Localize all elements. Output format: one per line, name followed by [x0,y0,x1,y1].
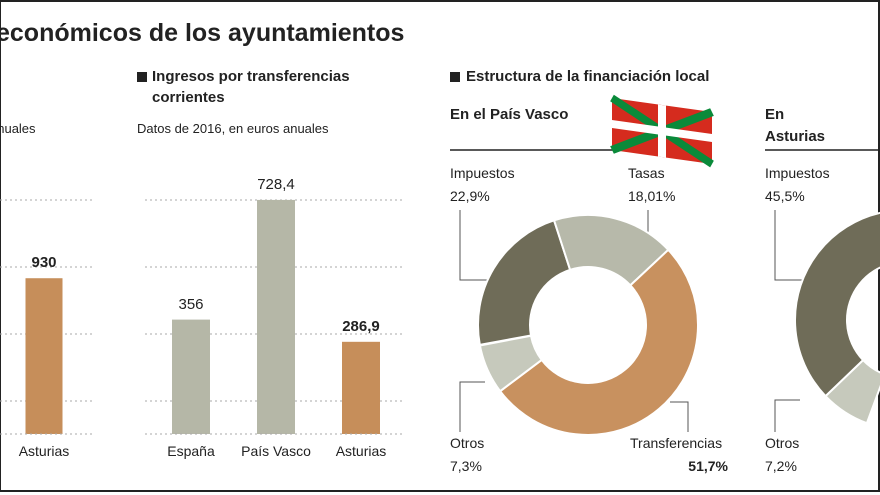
value-label: 286,9 [342,317,380,335]
bar [172,319,210,434]
segment-label: Otros [765,435,800,451]
segment-value: 7,3% [450,458,482,474]
donut-segment [498,248,699,436]
value-label: 356 [178,295,204,313]
bullet [450,72,460,82]
chart-title: Estructura de la financiación local [466,68,710,85]
value-label: 930 [31,254,57,272]
segment-label: Impuestos [765,165,830,181]
segment-value: 7,2% [765,458,797,474]
chart-subtitle: En Asturias [765,106,826,145]
segment-label: Tasas [628,165,665,181]
chart-title: Ingresos por transferencias corrientes [152,68,350,106]
donut-segment [824,358,880,425]
segment-value: 22,9% [450,188,490,204]
bar [25,278,63,434]
donut-segment [478,334,544,393]
segment-label: Impuestos [450,165,515,181]
chart-subtitle: En el País Vasco [450,106,569,123]
segment-value: 45,5% [765,188,805,204]
flag [610,94,714,168]
segment-value: 18,01% [628,188,676,204]
chart-note: anuales [0,121,36,136]
segment-label: Otros [450,435,485,451]
bullet [137,72,147,82]
donut-segment [794,211,880,398]
bar [342,341,380,434]
page-title: económicos de los ayuntamientos [0,19,405,47]
segment-label: Transferencias [630,435,723,451]
donut-segment [477,219,572,347]
value-label: 728,4 [257,175,295,193]
category-label: Asturias [335,443,387,459]
category-label: España [167,443,215,459]
bar [257,199,295,434]
category-label: Asturias [18,443,70,459]
chart-note: Datos de 2016, en euros anuales [137,121,329,136]
category-label: País Vasco [241,443,311,459]
segment-value: 51,7% [688,458,728,474]
